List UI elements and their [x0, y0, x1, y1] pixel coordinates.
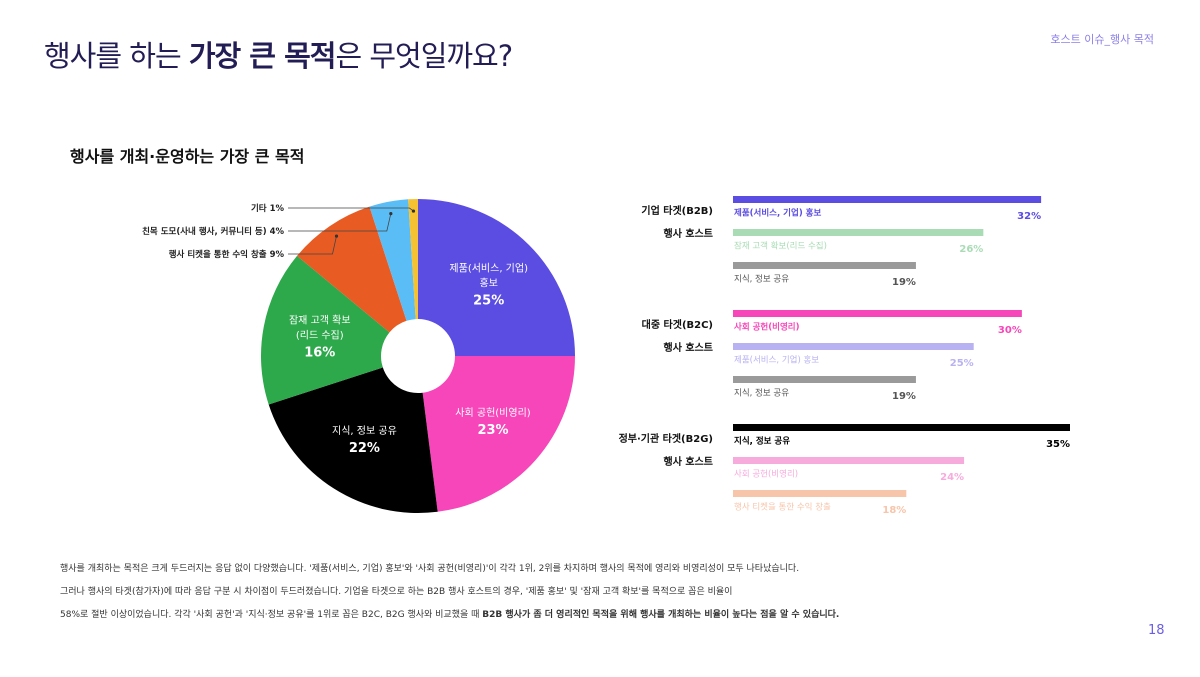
title-part: 은 무엇일까요?: [335, 39, 513, 73]
pie-slice: [297, 206, 407, 333]
page-number: 18: [1148, 623, 1165, 638]
bar: [733, 457, 965, 464]
pie-slice: [268, 367, 438, 513]
slide-title: 행사를 하는 가장 큰 목적은 무엇일까요?: [44, 33, 513, 75]
bar-value: 19%: [892, 277, 916, 288]
bar-label: 지식, 정보 공유: [734, 436, 790, 447]
leader-dot: [334, 234, 339, 238]
bar-value: 24%: [940, 472, 964, 483]
bar-value: 18%: [882, 505, 906, 516]
body-text: 그러나 행사의 타겟(참가자)에 따라 응답 구분 시 차이점이 두드러졌습니다…: [60, 587, 733, 597]
slice-category: 기타: [250, 204, 267, 214]
bar-value: 35%: [1046, 439, 1070, 450]
group-title: 기업 타겟(B2B): [641, 204, 713, 217]
bar: [733, 376, 916, 383]
bar: [733, 490, 907, 497]
pie-slice: [422, 356, 575, 512]
body-emphasis: B2B 행사가 좀 더 영리적인 목적을 위해 행사를 개최하는 비율이 높다는…: [482, 610, 840, 620]
leader-dot: [389, 211, 393, 216]
pie-slice: [369, 199, 416, 321]
slice-value: 1%: [269, 204, 284, 214]
slice-label: 기타 1%: [251, 202, 284, 214]
bar-value: 25%: [950, 358, 974, 369]
slice-category: 사회 공헌(비영리): [455, 408, 531, 420]
bar-label: 잠재 고객 확보(리드 수집): [734, 241, 827, 252]
chart-title: 행사를 개최·운영하는 가장 큰 목적: [70, 147, 305, 166]
slice-category: 잠재 고객 확보 (리드 수집): [288, 315, 351, 342]
slice-value: 22%: [348, 441, 380, 457]
body-text: 58%로 절반 이상이었습니다. 각각 '사회 공헌'과 '지식·정보 공유'를…: [60, 607, 839, 620]
pie-slice: [408, 199, 418, 320]
slice-label: 행사 티켓을 통한 수익 창출 9%: [169, 248, 284, 260]
slice-label: 지식, 정보 공유 22%: [304, 424, 424, 456]
group-subtitle: 행사 호스트: [664, 341, 713, 354]
slice-value: 9%: [269, 250, 284, 260]
bar-label: 지식, 정보 공유: [734, 274, 789, 285]
leader-dot: [411, 209, 416, 213]
leader-line: [288, 207, 414, 212]
body-text-part: 58%로 절반 이상이었습니다. 각각 '사회 공헌'과 '지식·정보 공유'를…: [60, 610, 483, 620]
bar: [733, 343, 974, 350]
slice-value: 23%: [477, 423, 509, 439]
bar-value: 30%: [998, 325, 1022, 336]
slice-label: 사회 공헌(비영리) 23%: [433, 406, 553, 438]
section-label: 호스트 이슈_행사 목적: [1050, 33, 1154, 46]
bar-label: 제품(서비스, 기업) 홍보: [734, 355, 819, 366]
bar: [733, 229, 984, 236]
bar-label: 지식, 정보 공유: [734, 388, 789, 399]
bar: [733, 310, 1022, 317]
leader-line: [288, 235, 337, 255]
title-emphasis: 가장 큰 목적: [188, 39, 337, 73]
group-title: 대중 타겟(B2C): [642, 318, 713, 331]
bar-label: 사회 공헌(비영리): [734, 322, 800, 333]
bar-value: 32%: [1017, 211, 1041, 222]
slice-value: 16%: [304, 345, 336, 361]
group-title: 정부·기관 타겟(B2G): [619, 432, 713, 445]
group-subtitle: 행사 호스트: [664, 455, 713, 468]
bar-label: 사회 공헌(비영리): [734, 469, 798, 480]
slice-category: 친목 도모(사내 행사, 커뮤니티 등): [142, 227, 267, 237]
slice-category: 지식, 정보 공유: [332, 426, 397, 438]
title-part: 행사를 하는: [44, 39, 189, 73]
bar: [733, 196, 1042, 203]
slice-category: 행사 티켓을 통한 수익 창출: [168, 250, 267, 260]
pie-slice: [261, 255, 390, 405]
bar-label: 제품(서비스, 기업) 홍보: [734, 208, 821, 219]
bar: [733, 262, 916, 269]
slice-label: 친목 도모(사내 행사, 커뮤니티 등) 4%: [142, 225, 284, 237]
bar-value: 19%: [892, 391, 916, 402]
bar: [733, 424, 1070, 431]
slice-value: 25%: [473, 293, 505, 309]
group-subtitle: 행사 호스트: [664, 227, 713, 240]
bar-value: 26%: [959, 244, 983, 255]
body-text: 행사를 개최하는 목적은 크게 두드러지는 응답 없이 다양했습니다. '제품(…: [60, 564, 800, 574]
slice-value: 4%: [269, 227, 284, 237]
pie-slice: [418, 199, 575, 356]
slice-label: 제품(서비스, 기업) 홍보 25%: [429, 262, 549, 309]
slice-category: 제품(서비스, 기업) 홍보: [449, 263, 528, 290]
leader-line: [288, 213, 392, 232]
bar-label: 행사 티켓을 통한 수익 창출: [734, 502, 831, 513]
slice-label: 잠재 고객 확보 (리드 수집) 16%: [260, 314, 380, 361]
